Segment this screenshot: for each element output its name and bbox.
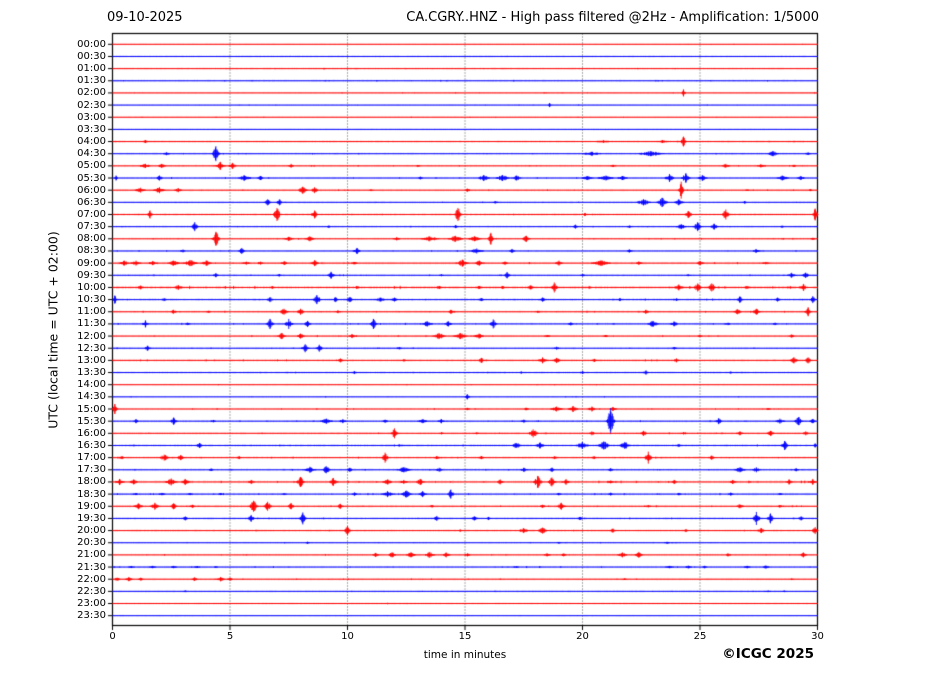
y-tick-label: 14:30 (77, 391, 106, 403)
y-tick-label: 02:00 (77, 87, 106, 99)
y-tick-label: 15:00 (77, 403, 106, 415)
y-tick-label: 08:00 (77, 233, 106, 245)
y-tick-label: 04:30 (77, 148, 106, 160)
y-tick-label: 08:30 (77, 245, 106, 257)
y-tick-label: 13:00 (77, 354, 106, 366)
y-tick-label: 14:00 (77, 379, 106, 391)
y-tick-label: 03:00 (77, 111, 106, 123)
y-tick-label: 07:30 (77, 221, 106, 233)
y-tick-label: 06:00 (77, 184, 106, 196)
y-tick-label: 16:30 (77, 439, 106, 451)
y-tick-label: 00:00 (77, 38, 106, 50)
y-tick-label: 10:00 (77, 281, 106, 293)
y-tick-label: 09:30 (77, 269, 106, 281)
y-tick-label: 21:00 (77, 549, 106, 561)
x-tick-label: 10 (341, 631, 354, 642)
y-tick-label: 18:00 (77, 476, 106, 488)
x-axis-label: time in minutes (423, 649, 507, 661)
y-tick-label: 01:00 (77, 63, 106, 75)
x-tick-label: 5 (226, 631, 234, 642)
y-tick-label: 10:30 (77, 294, 106, 306)
y-tick-label: 18:30 (77, 488, 106, 500)
copyright-text: ©ICGC 2025 (722, 646, 814, 662)
y-tick-label: 23:00 (77, 598, 106, 610)
y-tick-label: 15:30 (77, 415, 106, 427)
y-tick-label: 05:30 (77, 172, 106, 184)
y-tick-label: 22:30 (77, 585, 106, 597)
plot-date: 09-10-2025 (107, 10, 183, 25)
y-tick-label: 00:30 (77, 50, 106, 62)
y-tick-label: 20:00 (77, 525, 106, 537)
y-tick-label: 17:30 (77, 464, 106, 476)
y-tick-label: 05:00 (77, 160, 106, 172)
y-tick-label: 04:00 (77, 136, 106, 148)
y-tick-label: 07:00 (77, 208, 106, 220)
y-tick-label: 01:30 (77, 75, 106, 87)
y-tick-label: 19:30 (77, 512, 106, 524)
y-tick-label: 17:00 (77, 452, 106, 464)
x-tick-label: 25 (693, 631, 707, 642)
y-tick-label: 02:30 (77, 99, 106, 111)
x-tick-label: 0 (109, 631, 116, 642)
x-tick-label: 20 (576, 631, 589, 642)
y-tick-label: 16:00 (77, 427, 106, 439)
y-tick-label: 12:30 (77, 342, 106, 354)
y-tick-label: 13:30 (77, 367, 106, 379)
x-tick-label: 30 (811, 631, 824, 642)
y-tick-label: 23:30 (77, 610, 106, 622)
y-tick-label: 09:00 (77, 257, 106, 269)
y-tick-label: 12:00 (77, 330, 106, 342)
plot-title: CA.CGRY..HNZ - High pass filtered @2Hz -… (406, 10, 819, 25)
y-tick-label: 22:00 (77, 573, 106, 585)
y-tick-label: 11:30 (77, 318, 106, 330)
y-tick-label: 06:30 (77, 196, 106, 208)
x-tick-label: 15 (458, 631, 472, 642)
y-tick-label: 20:30 (77, 537, 106, 549)
y-tick-label: 11:00 (77, 306, 106, 318)
y-tick-label: 03:30 (77, 123, 106, 135)
y-tick-label: 21:30 (77, 561, 106, 573)
y-tick-label: 19:00 (77, 500, 106, 512)
